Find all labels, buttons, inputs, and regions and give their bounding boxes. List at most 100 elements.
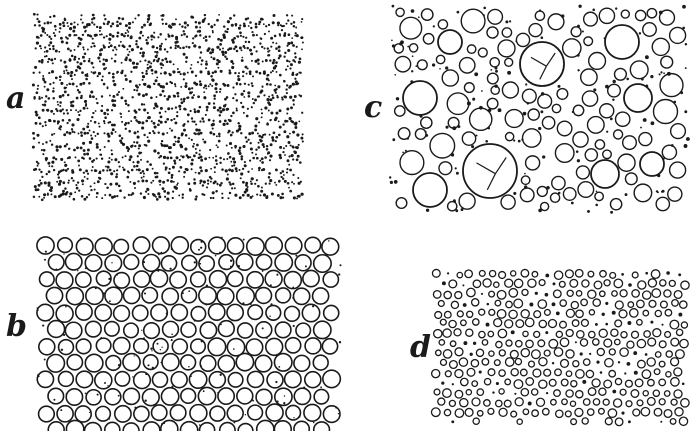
wall-dot	[198, 80, 202, 83]
dot	[486, 302, 490, 306]
interstitial-dot	[143, 337, 145, 340]
interstitial-dot	[36, 307, 38, 309]
interstitial-dot	[134, 406, 137, 409]
small-ring	[437, 299, 445, 308]
cell-ring	[255, 253, 273, 271]
wall-dot	[47, 181, 51, 185]
wall-dot	[155, 54, 158, 57]
wall-dot	[100, 48, 104, 52]
interstitial-dot	[223, 268, 226, 270]
wall-dot	[268, 49, 271, 52]
small-ring	[520, 309, 530, 319]
cell-ring	[458, 56, 476, 74]
wall-dot	[108, 33, 112, 37]
wall-dot	[108, 157, 111, 159]
cell-ring	[169, 404, 187, 422]
wall-dot	[301, 18, 304, 21]
wall-dot	[293, 182, 295, 185]
cell-ring	[65, 286, 85, 306]
interstitial-dot	[60, 348, 64, 351]
wall-dot	[141, 75, 146, 79]
wall-dot	[292, 146, 295, 149]
wall-dot	[184, 84, 188, 88]
wall-dot	[71, 130, 74, 133]
small-ring	[680, 321, 689, 329]
wall-dot	[110, 158, 113, 161]
wall-dot	[301, 111, 304, 114]
wall-dot	[181, 193, 185, 196]
wall-dot	[137, 13, 140, 17]
small-ring	[559, 299, 568, 307]
dot	[493, 36, 496, 39]
wall-dot	[100, 109, 104, 113]
wall-dot	[216, 182, 219, 185]
wall-dot	[78, 164, 80, 167]
wall-dot	[207, 85, 210, 88]
wall-dot	[93, 188, 96, 191]
wall-dot	[58, 95, 62, 99]
wall-dot	[129, 155, 133, 159]
wall-dot	[81, 21, 84, 24]
wall-dot	[91, 166, 94, 168]
wall-dot	[204, 169, 208, 173]
dot	[594, 322, 598, 326]
small-ring	[471, 397, 481, 407]
small-ring	[432, 289, 442, 299]
small-ring	[602, 398, 610, 406]
wall-dot	[159, 106, 163, 110]
wall-dot	[50, 193, 53, 196]
cell-ring	[527, 108, 541, 121]
wall-dot	[132, 181, 136, 185]
wall-dot	[92, 16, 96, 20]
cell-ring	[501, 27, 513, 38]
dot	[617, 361, 621, 364]
wall-dot	[49, 21, 52, 24]
small-ring	[530, 349, 541, 360]
cell-ring	[64, 321, 83, 340]
wall-dot	[190, 168, 193, 171]
cell-ring	[534, 10, 546, 22]
wall-dot	[140, 151, 143, 154]
cell-ring	[190, 305, 207, 322]
wall-dot	[79, 146, 83, 150]
interstitial-dot	[199, 262, 202, 265]
small-ring	[592, 298, 602, 307]
wall-dot	[104, 58, 108, 63]
small-ring	[496, 308, 507, 319]
interstitial-dot	[242, 238, 245, 241]
wall-dot	[99, 33, 101, 36]
wall-dot	[172, 180, 175, 183]
dot	[577, 24, 580, 28]
wall-dot	[231, 65, 235, 70]
wall-dot	[228, 69, 231, 72]
wall-dot	[54, 157, 58, 161]
wall-dot	[198, 149, 201, 152]
wall-dot	[235, 129, 239, 133]
wall-dot	[249, 180, 252, 183]
wall-dot	[78, 113, 81, 117]
wall-dot	[167, 171, 171, 175]
wall-dot	[297, 143, 300, 146]
wall-dot	[159, 33, 162, 36]
interstitial-dot	[49, 271, 52, 274]
small-ring	[608, 348, 616, 356]
dot	[611, 310, 616, 315]
wall-dot	[75, 34, 78, 37]
wall-dot	[260, 37, 263, 40]
wall-dot	[259, 159, 262, 162]
wall-dot	[185, 60, 188, 63]
wall-dot	[170, 81, 174, 85]
wall-dot	[157, 36, 160, 39]
wall-dot	[40, 170, 43, 174]
wall-dot	[219, 161, 222, 165]
wall-dot	[52, 81, 55, 84]
wall-dot	[294, 34, 297, 37]
wall-dot	[240, 92, 244, 96]
wall-dot	[278, 153, 282, 157]
large-cell	[623, 83, 653, 113]
wall-dot	[42, 75, 45, 77]
wall-dot	[110, 149, 113, 152]
small-ring	[459, 377, 469, 387]
wall-dot	[177, 136, 181, 140]
wall-dot	[112, 72, 115, 76]
